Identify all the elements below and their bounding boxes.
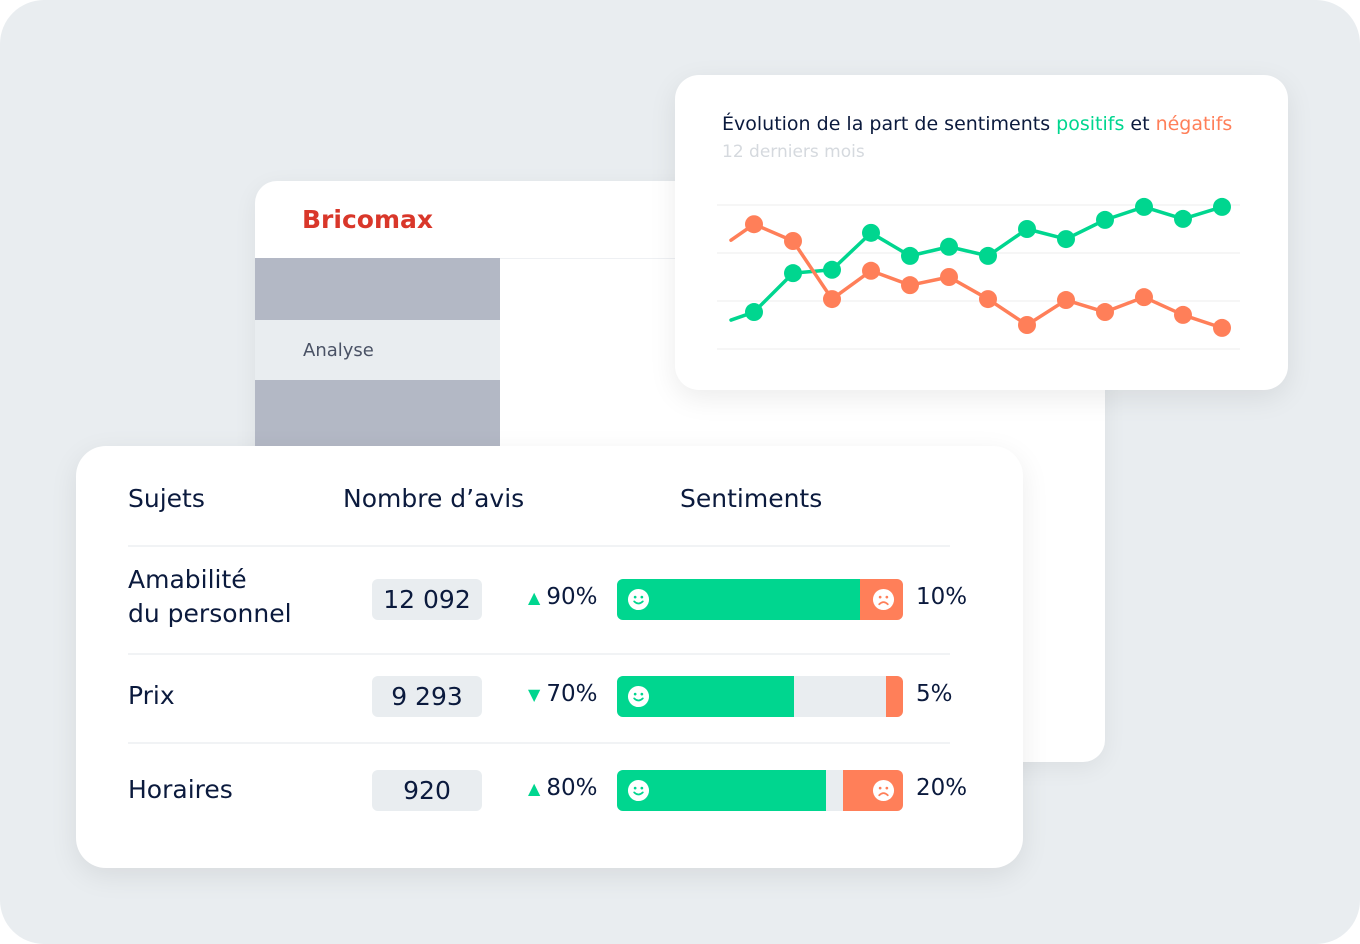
sentiment-bar (617, 770, 903, 811)
sentiment-chart-card: Évolution de la part de sentiments posit… (675, 75, 1288, 390)
positive-percent: 70% (546, 681, 598, 707)
triangle-down-icon: ▼ (528, 684, 541, 704)
data-point (1135, 197, 1153, 216)
chart-title-negative: négatifs (1155, 113, 1233, 135)
topics-table: Sujets Nombre d’avis Sentiments Amabilit… (76, 446, 1023, 868)
data-point (745, 303, 763, 322)
data-point (1213, 318, 1231, 337)
data-point (862, 223, 880, 242)
review-count: 12 092 (372, 579, 482, 620)
data-point (823, 290, 841, 309)
chart-title: Évolution de la part de sentiments posit… (722, 113, 1232, 135)
subject-label: Amabilité du personnel (128, 563, 292, 631)
positive-share: ▲ 80% (528, 775, 597, 801)
divider (128, 545, 950, 547)
subject-line: Horaires (128, 775, 233, 804)
data-point (940, 237, 958, 256)
brand-logo: Bricomax (302, 205, 433, 234)
smile-icon (627, 588, 650, 611)
frown-icon (872, 779, 895, 802)
subject-label: Prix (128, 679, 175, 713)
sentiment-bar (617, 579, 903, 620)
data-point (979, 246, 997, 265)
data-point (823, 260, 841, 279)
subject-label: Horaires (128, 773, 233, 807)
subject-line: Amabilité (128, 565, 247, 594)
data-point (1135, 288, 1153, 307)
data-point (745, 215, 763, 234)
positive-fill (617, 770, 826, 811)
triangle-up-icon: ▲ (528, 778, 541, 798)
negative-percent: 10% (916, 584, 968, 610)
data-point (979, 290, 997, 309)
chart-title-text: Évolution de la part de sentiments (722, 113, 1057, 135)
line-chart (717, 197, 1240, 350)
data-point (1096, 210, 1114, 229)
chart-subtitle: 12 derniers mois (722, 142, 865, 162)
series-line-négatifs (729, 222, 1224, 330)
frown-icon (872, 588, 895, 611)
subject-line: du personnel (128, 599, 292, 628)
data-point (940, 268, 958, 286)
positive-share: ▲ 90% (528, 584, 597, 610)
divider (128, 742, 950, 744)
data-point (784, 232, 802, 250)
review-count: 9 293 (372, 676, 482, 717)
triangle-up-icon: ▲ (528, 587, 541, 607)
positive-percent: 80% (546, 775, 598, 801)
sidebar-item-placeholder[interactable] (255, 380, 500, 450)
negative-percent: 5% (916, 681, 953, 707)
chart-title-positive: positifs (1056, 113, 1125, 135)
negative-percent: 20% (916, 775, 968, 801)
divider (128, 653, 950, 655)
data-point (1174, 305, 1192, 324)
data-point (784, 264, 802, 283)
smile-icon (627, 685, 650, 708)
data-point (1057, 230, 1075, 249)
subject-line: Prix (128, 681, 175, 710)
sidebar-item-analyse[interactable]: Analyse (255, 320, 500, 380)
data-point (1018, 316, 1036, 334)
data-point (901, 276, 919, 295)
data-point (1096, 303, 1114, 322)
positive-percent: 90% (546, 584, 598, 610)
smile-icon (627, 779, 650, 802)
data-point (1174, 209, 1192, 228)
data-point (1018, 220, 1036, 238)
data-point (862, 261, 880, 280)
sentiment-bar (617, 676, 903, 717)
review-count: 920 (372, 770, 482, 811)
chart-title-joiner: et (1124, 113, 1156, 135)
sidebar-item-placeholder[interactable] (255, 258, 500, 320)
data-point (1057, 291, 1075, 310)
sidebar-item-label: Analyse (303, 340, 374, 361)
data-point (901, 246, 919, 265)
header-subjects: Sujets (128, 484, 205, 513)
positive-fill (617, 579, 861, 620)
negative-fill (885, 676, 903, 717)
header-sentiments: Sentiments (680, 484, 823, 513)
data-point (1213, 197, 1231, 216)
positive-share: ▼ 70% (528, 681, 597, 707)
header-count: Nombre d’avis (343, 484, 525, 513)
